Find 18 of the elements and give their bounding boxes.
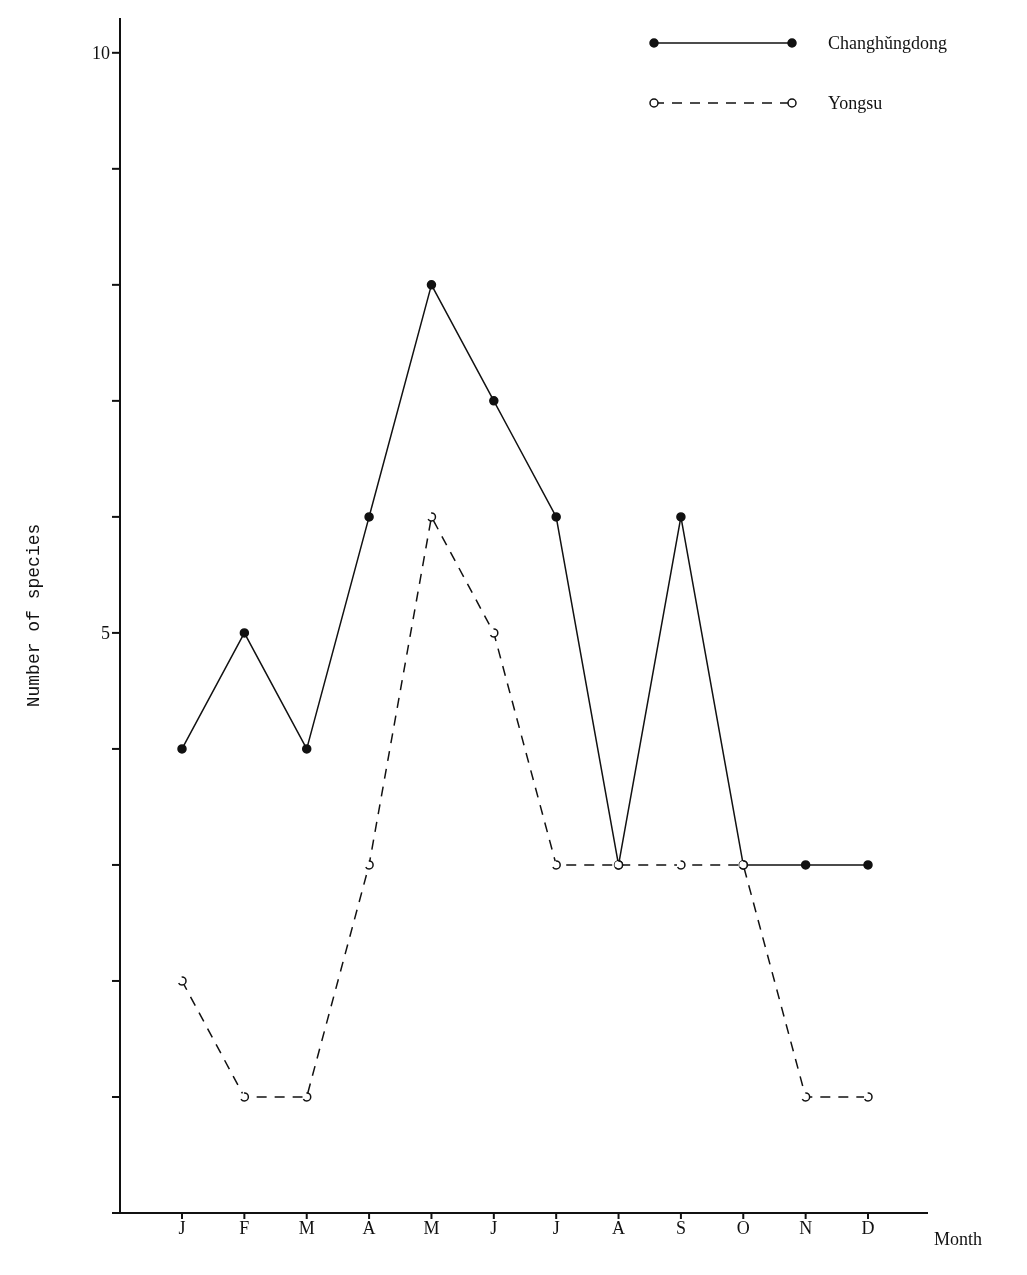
x-tick-label: J [178,1217,186,1238]
x-tick-label: F [239,1217,250,1238]
x-tick-label: A [612,1217,626,1238]
x-axis-title: Month [933,1229,982,1249]
x-tick-label: A [362,1217,376,1238]
x-tick-label: S [675,1217,686,1238]
legend-label: Changhǔngdong [828,32,948,54]
x-tick-label: O [736,1217,750,1238]
x-tick-label: D [861,1217,875,1238]
x-tick-label: J [552,1217,560,1238]
y-axis-title: Number of species [24,523,45,708]
x-tick-label: M [423,1217,440,1238]
y-tick-label: 5 [101,623,110,644]
x-tick-label: J [490,1217,498,1238]
x-tick-label: M [298,1217,315,1238]
legend-label: Yongsu [828,92,884,114]
x-tick-label: N [799,1217,813,1238]
y-tick-label: 10 [92,43,110,64]
